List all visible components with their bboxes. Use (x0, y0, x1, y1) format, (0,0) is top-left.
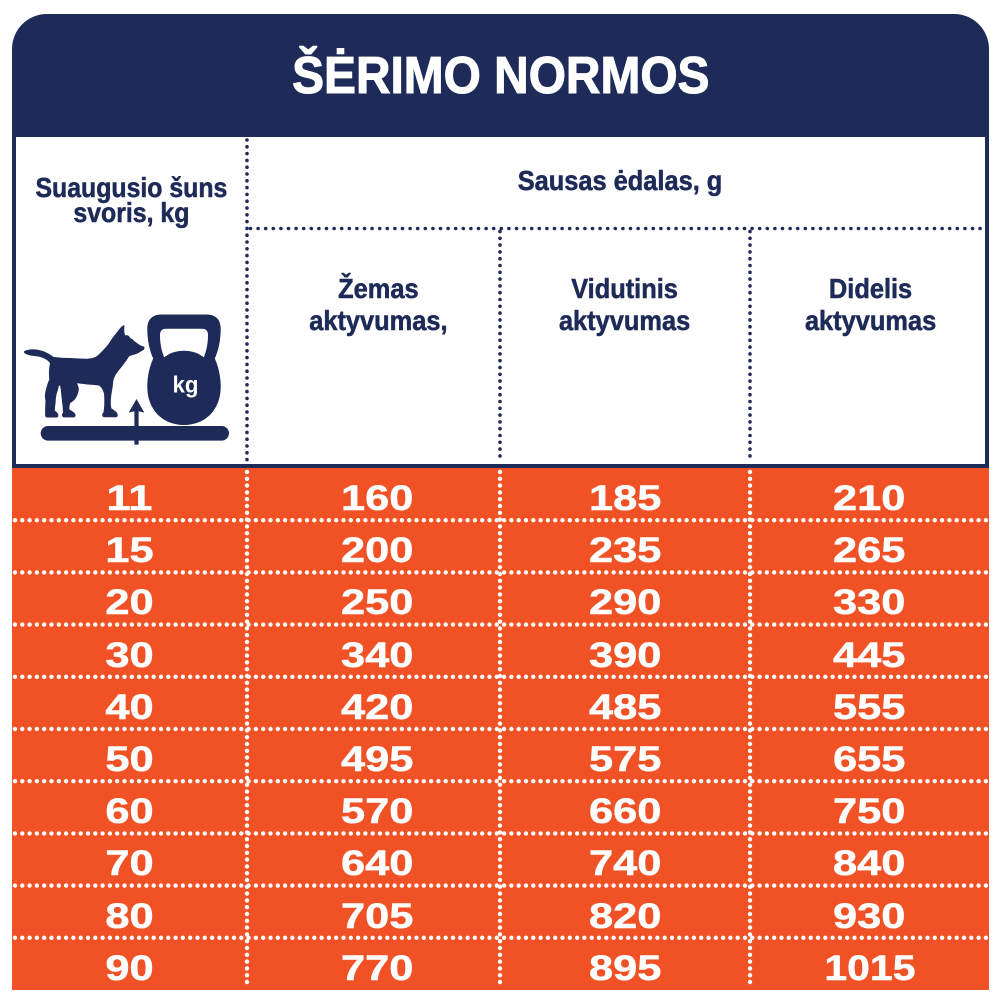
svg-text:kg: kg (173, 372, 199, 398)
